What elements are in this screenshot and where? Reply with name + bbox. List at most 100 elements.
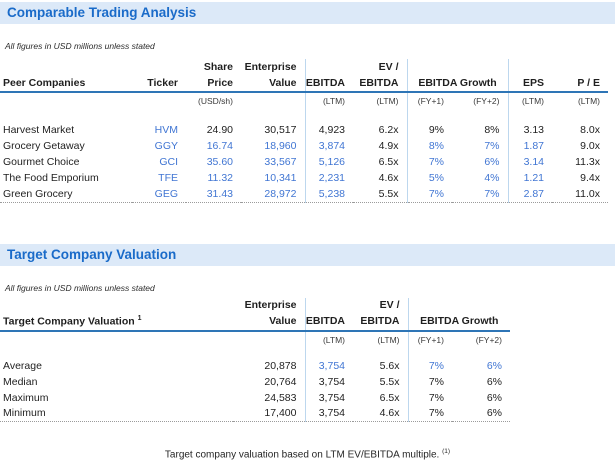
table-header-row: Target Company Valuation 1 Value EBITDA … bbox=[0, 312, 510, 332]
units-note: All figures in USD millions unless state… bbox=[5, 41, 155, 51]
col-header-ebitda: EBITDA bbox=[304, 312, 353, 332]
peer-name: Harvest Market bbox=[3, 124, 75, 136]
enterprise-value-cell: 33,567 bbox=[264, 156, 297, 168]
valuation-table: Enterprise EV / Target Company Valuation… bbox=[0, 297, 510, 422]
peer-name: Grocery Getaway bbox=[3, 140, 85, 152]
pe-cell: 9.0x bbox=[580, 140, 600, 152]
ev-ebitda-cell: 4.6x bbox=[353, 405, 408, 422]
ticker-cell: TFE bbox=[158, 172, 178, 184]
share-price-cell: 16.74 bbox=[206, 140, 233, 152]
header-spacer bbox=[304, 59, 353, 74]
col-header-eps: EPS bbox=[507, 74, 552, 93]
subheader-usd-sh: (USD/sh) bbox=[198, 96, 233, 106]
subheader-fy1: (FY+1) bbox=[407, 330, 452, 348]
table-row: Average 20,878 3,754 5.6x 7% 6% bbox=[0, 357, 510, 374]
col-header-ebitda-growth: EBITDA Growth bbox=[406, 74, 508, 93]
table-header-row: Peer Companies Ticker Price Value EBITDA… bbox=[0, 74, 608, 93]
col-header-enterprise: Enterprise bbox=[244, 60, 297, 73]
growth-fy2-cell: 6% bbox=[486, 391, 502, 404]
subheader-ltm: (LTM) bbox=[507, 92, 552, 109]
col-header-target-valuation: Target Company Valuation 1 bbox=[0, 312, 233, 332]
ebitda-cell: 3,754 bbox=[304, 357, 353, 374]
subheader-fy2: (FY+2) bbox=[473, 96, 500, 106]
subheader-spacer bbox=[241, 92, 305, 109]
pe-cell: 11.0x bbox=[552, 186, 608, 203]
col-header-value: Value bbox=[233, 312, 305, 332]
growth-fy1-cell: 7% bbox=[407, 357, 452, 374]
table-row: The Food Emporium TFE 11.32 10,341 2,231… bbox=[0, 170, 608, 186]
ebitda-cell: 3,874 bbox=[304, 138, 353, 154]
enterprise-value-cell: 10,341 bbox=[264, 172, 297, 184]
enterprise-value-cell: 20,878 bbox=[264, 359, 297, 372]
enterprise-value-cell: 18,960 bbox=[264, 140, 297, 152]
subheader-spacer bbox=[233, 331, 305, 348]
growth-fy2-cell: 4% bbox=[484, 172, 500, 184]
header-spacer bbox=[0, 298, 233, 313]
header-spacer bbox=[552, 59, 608, 74]
growth-fy2-cell: 6% bbox=[486, 375, 502, 388]
stat-label: Median bbox=[3, 375, 38, 388]
growth-fy1-cell: 7% bbox=[407, 373, 452, 390]
ebitda-cell: 5,126 bbox=[304, 154, 353, 170]
col-header-peer-companies: Peer Companies bbox=[0, 74, 132, 93]
section-header-target-valuation: Target Company Valuation bbox=[0, 243, 615, 266]
growth-fy2-cell: 8% bbox=[484, 124, 500, 136]
table-row: Maximum 24,583 3,754 6.5x 7% 6% bbox=[0, 389, 510, 406]
ev-ebitda-cell: 5.5x bbox=[379, 375, 400, 388]
ticker-cell: HVM bbox=[154, 124, 178, 136]
table-row: Gourmet Choice GCI 35.60 33,567 5,126 6.… bbox=[0, 154, 608, 170]
header-spacer bbox=[452, 59, 508, 74]
peer-name: Green Grocery bbox=[0, 186, 132, 203]
ebitda-cell: 4,923 bbox=[304, 122, 353, 138]
footnote-marker: 1 bbox=[137, 314, 142, 322]
stat-label: Average bbox=[3, 359, 42, 372]
share-price-cell: 35.60 bbox=[206, 156, 233, 168]
col-header-ebitda: EBITDA bbox=[304, 74, 353, 93]
table-row: Harvest Market HVM 24.90 30,517 4,923 6.… bbox=[0, 122, 608, 138]
col-header-ticker: Ticker bbox=[132, 74, 186, 93]
subheader-spacer bbox=[0, 92, 132, 109]
ev-ebitda-cell: 5.5x bbox=[353, 186, 407, 203]
header-spacer bbox=[132, 59, 186, 74]
section-header-comparable-trading: Comparable Trading Analysis bbox=[0, 2, 615, 24]
subheader-fy1: (FY+1) bbox=[406, 92, 452, 109]
footnote: Target company valuation based on LTM EV… bbox=[0, 448, 615, 460]
subheader-spacer bbox=[132, 92, 186, 109]
ticker-cell: GGY bbox=[154, 140, 178, 152]
table-header-row-top: Share Enterprise EV / bbox=[0, 59, 608, 74]
table-subheader-row: (LTM) (LTM) (FY+1) (FY+2) bbox=[0, 330, 510, 348]
header-spacer bbox=[407, 297, 452, 313]
pe-cell: 11.3x bbox=[575, 156, 600, 168]
table-header-row-top: Enterprise EV / bbox=[0, 297, 510, 313]
subheader-ltm: (LTM) bbox=[577, 96, 600, 106]
table-row: Minimum 17,400 3,754 4.6x 7% 6% bbox=[0, 405, 510, 422]
table-subheader-row: (USD/sh) (LTM) (LTM) (FY+1) (FY+2) (LTM)… bbox=[0, 92, 608, 109]
growth-fy1-cell: 7% bbox=[406, 186, 452, 203]
col-header-ev-slash: EV / bbox=[379, 299, 400, 311]
eps-cell: 1.87 bbox=[507, 138, 552, 154]
pe-cell: 8.0x bbox=[580, 124, 600, 136]
eps-cell: 1.21 bbox=[507, 170, 552, 186]
header-spacer bbox=[507, 59, 552, 74]
growth-fy1-cell: 5% bbox=[406, 170, 452, 186]
ebitda-cell: 5,238 bbox=[304, 186, 353, 203]
share-price-cell: 24.90 bbox=[206, 124, 233, 136]
growth-fy2-cell: 7% bbox=[452, 186, 508, 203]
growth-fy2-cell: 7% bbox=[484, 140, 500, 152]
ev-ebitda-cell: 6.2x bbox=[378, 124, 399, 136]
col-header-pe: P / E bbox=[552, 74, 608, 93]
enterprise-value-cell: 24,583 bbox=[264, 391, 297, 404]
header-spacer bbox=[406, 59, 452, 74]
ebitda-cell: 3,754 bbox=[304, 405, 353, 422]
subheader-spacer bbox=[0, 331, 233, 348]
ticker-cell: GCI bbox=[159, 156, 178, 168]
growth-fy2-cell: 6% bbox=[452, 405, 510, 422]
table-row: Grocery Getaway GGY 16.74 18,960 3,874 4… bbox=[0, 138, 608, 154]
eps-cell: 3.13 bbox=[507, 122, 552, 138]
ev-ebitda-cell: 6.5x bbox=[378, 156, 399, 168]
growth-fy1-cell: 7% bbox=[407, 405, 452, 422]
col-header-ebitda-growth: EBITDA Growth bbox=[407, 312, 510, 332]
col-header-price: Price bbox=[186, 74, 241, 93]
subheader-ltm: (LTM) bbox=[377, 334, 400, 345]
